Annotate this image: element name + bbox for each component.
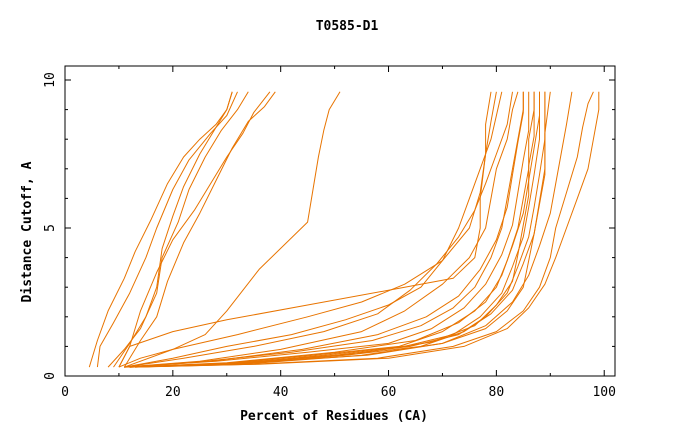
y-tick-label: 0 bbox=[43, 372, 58, 380]
y-axis-label: Distance Cutoff, A bbox=[20, 161, 35, 302]
series-line-model-19 bbox=[129, 91, 540, 368]
series-line-model-04 bbox=[113, 91, 233, 368]
series-line-model-22 bbox=[129, 91, 594, 368]
x-axis-label: Percent of Residues (CA) bbox=[240, 409, 428, 424]
x-tick-label: 20 bbox=[165, 385, 181, 400]
chart-title: T0585-D1 bbox=[316, 19, 379, 34]
series-line-model-14 bbox=[124, 91, 530, 368]
series-line-model-10 bbox=[124, 91, 503, 368]
series-line-model-12 bbox=[124, 91, 519, 368]
x-tick-label: 60 bbox=[381, 385, 397, 400]
series-line-model-02 bbox=[96, 91, 238, 368]
series-line-model-17 bbox=[129, 91, 546, 368]
series-line-model-03 bbox=[107, 91, 249, 368]
series-line-model-15 bbox=[124, 91, 535, 368]
tick-layer: 0 20 40 60 80 100 0 5 10 bbox=[43, 66, 616, 400]
series-line-model-23 bbox=[135, 91, 600, 368]
series-line-model-05 bbox=[118, 91, 271, 368]
y-tick-label: 10 bbox=[43, 72, 58, 88]
series-line-model-07 bbox=[118, 91, 341, 368]
series-line-model-20 bbox=[129, 91, 524, 368]
plot-frame bbox=[64, 65, 616, 377]
series-line-model-13 bbox=[124, 91, 524, 368]
series-line-model-09 bbox=[124, 91, 497, 368]
series-layer bbox=[88, 91, 600, 368]
x-tick-label: 0 bbox=[61, 385, 69, 400]
series-line-model-01 bbox=[88, 91, 233, 368]
y-tick-label: 5 bbox=[43, 224, 58, 232]
series-line-model-16 bbox=[124, 91, 540, 368]
series-line-model-24 bbox=[135, 91, 546, 368]
series-line-model-06 bbox=[123, 91, 276, 368]
x-tick-label: 80 bbox=[489, 385, 505, 400]
x-tick-label: 100 bbox=[592, 385, 615, 400]
series-line-model-21 bbox=[129, 91, 573, 368]
x-tick-label: 40 bbox=[273, 385, 289, 400]
series-line-model-11 bbox=[124, 91, 513, 368]
series-line-model-25 bbox=[135, 91, 535, 368]
